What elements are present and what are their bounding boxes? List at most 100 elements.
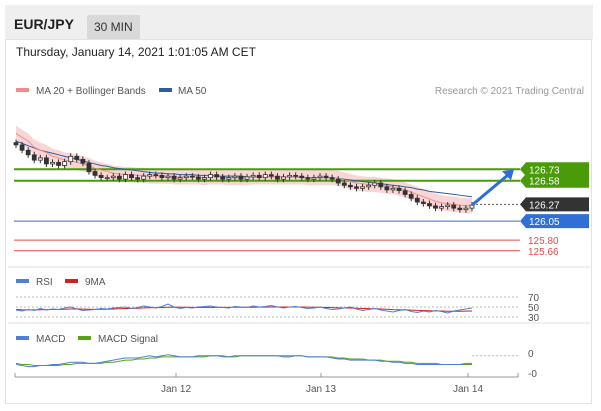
- candle-body: [98, 174, 104, 179]
- candle-body: [147, 174, 153, 177]
- candle-body: [281, 176, 286, 180]
- price-level-label: 126.05: [529, 217, 560, 228]
- candle-body: [159, 174, 165, 179]
- candle-body: [13, 142, 19, 146]
- candle-body: [378, 182, 384, 188]
- macd-plot-area: 0 -0: [15, 349, 537, 380]
- price-level-tag: [520, 173, 589, 188]
- projection-arrow-shaft: [471, 172, 511, 207]
- rsi-ma-legend-label: 9MA: [85, 277, 106, 288]
- candle-body: [123, 174, 128, 180]
- candle-body: [366, 184, 372, 188]
- candle-body: [141, 175, 147, 180]
- candle-body: [80, 158, 86, 164]
- candle-body: [250, 174, 256, 178]
- rsi-legend-label: RSI: [36, 277, 53, 288]
- candle-body: [171, 175, 177, 180]
- ma20-line: [15, 133, 472, 207]
- candle-body: [232, 175, 238, 179]
- macd-line: [15, 354, 472, 368]
- x-axis: Jan 12 Jan 13 Jan 14: [14, 373, 519, 395]
- candle-body: [354, 186, 359, 189]
- candle-body: [31, 154, 37, 161]
- price-level-label: 126.27: [529, 200, 560, 211]
- candle-body: [293, 174, 299, 177]
- candle-body: [427, 203, 432, 207]
- ma20-legend-label: MA 20 + Bollinger Bands: [36, 86, 146, 97]
- macd-signal-legend-swatch: [78, 336, 91, 340]
- candle-body: [19, 144, 25, 151]
- candle-body: [347, 184, 353, 188]
- projection-arrow-head: [502, 169, 514, 181]
- rsi-ma-legend-swatch: [65, 279, 78, 283]
- candle-body: [402, 190, 408, 195]
- candle-body: [214, 174, 220, 178]
- candle-body: [165, 175, 171, 179]
- candle-body: [50, 162, 55, 165]
- macd-signal-legend-label: MACD Signal: [98, 334, 158, 345]
- currency-pair-title: EUR/JPY: [14, 16, 74, 32]
- macd-tick-label: 0: [528, 349, 534, 360]
- candle-body: [420, 201, 426, 204]
- candle-body: [44, 157, 49, 165]
- chart-timestamp: Thursday, January 14, 2021 1:01:05 AM CE…: [16, 45, 256, 59]
- macd-signal-line: [15, 355, 472, 367]
- price-level-tag: [520, 214, 589, 229]
- candle-body: [287, 174, 293, 178]
- candle-body: [92, 171, 98, 176]
- candle-body: [56, 162, 61, 166]
- candle-body: [189, 175, 195, 178]
- candle-body: [372, 182, 378, 186]
- candle-body: [238, 175, 244, 180]
- candle-body: [25, 149, 31, 156]
- candle-body: [445, 204, 451, 208]
- candle-body: [104, 177, 110, 180]
- rsi-tick-label: 70: [528, 293, 540, 304]
- rsi-line: [15, 303, 473, 314]
- candle-body: [463, 207, 469, 211]
- candle-body: [451, 204, 457, 209]
- ma50-line: [15, 140, 473, 198]
- price-level-tag: [520, 162, 589, 177]
- macd-legend-swatch: [16, 336, 29, 340]
- candle-body: [390, 187, 396, 191]
- ma50-legend-label: MA 50: [178, 86, 207, 97]
- candle-body: [408, 194, 414, 199]
- candle-body: [74, 155, 80, 160]
- candle-body: [433, 205, 438, 209]
- candle-body: [457, 207, 463, 211]
- candle-body: [299, 175, 305, 179]
- candle-body: [329, 177, 335, 180]
- x-tick-label: Jan 14: [453, 384, 483, 395]
- candle-body: [226, 177, 232, 180]
- candle-body: [275, 175, 280, 180]
- rsi-tick-label: 50: [528, 303, 540, 314]
- price-level-label: 125.80: [528, 236, 559, 247]
- macd-legend-label: MACD: [36, 334, 65, 345]
- rsi-legend-swatch: [16, 279, 29, 283]
- research-credit: Research © 2021 Trading Central: [435, 86, 584, 97]
- interval-button[interactable]: 30 MIN: [87, 15, 140, 39]
- candle-body: [262, 174, 268, 179]
- candle-body: [244, 176, 250, 180]
- candle-body: [323, 175, 329, 179]
- candle-body: [256, 174, 262, 179]
- candle-body: [86, 162, 92, 172]
- candle-body: [360, 186, 365, 189]
- ma20-legend-swatch: [16, 88, 29, 92]
- rsi-tick-label: 30: [528, 313, 540, 324]
- x-tick-label: Jan 12: [161, 384, 191, 395]
- candle-body: [116, 175, 122, 180]
- candle-body: [110, 175, 116, 179]
- candle-body: [384, 186, 390, 191]
- candle-body: [195, 176, 201, 180]
- candle-body: [208, 174, 213, 179]
- candle-body: [183, 175, 189, 179]
- candle-body: [220, 176, 226, 180]
- candle-body: [396, 187, 402, 192]
- candle-body: [414, 197, 420, 203]
- candle-body: [68, 155, 74, 163]
